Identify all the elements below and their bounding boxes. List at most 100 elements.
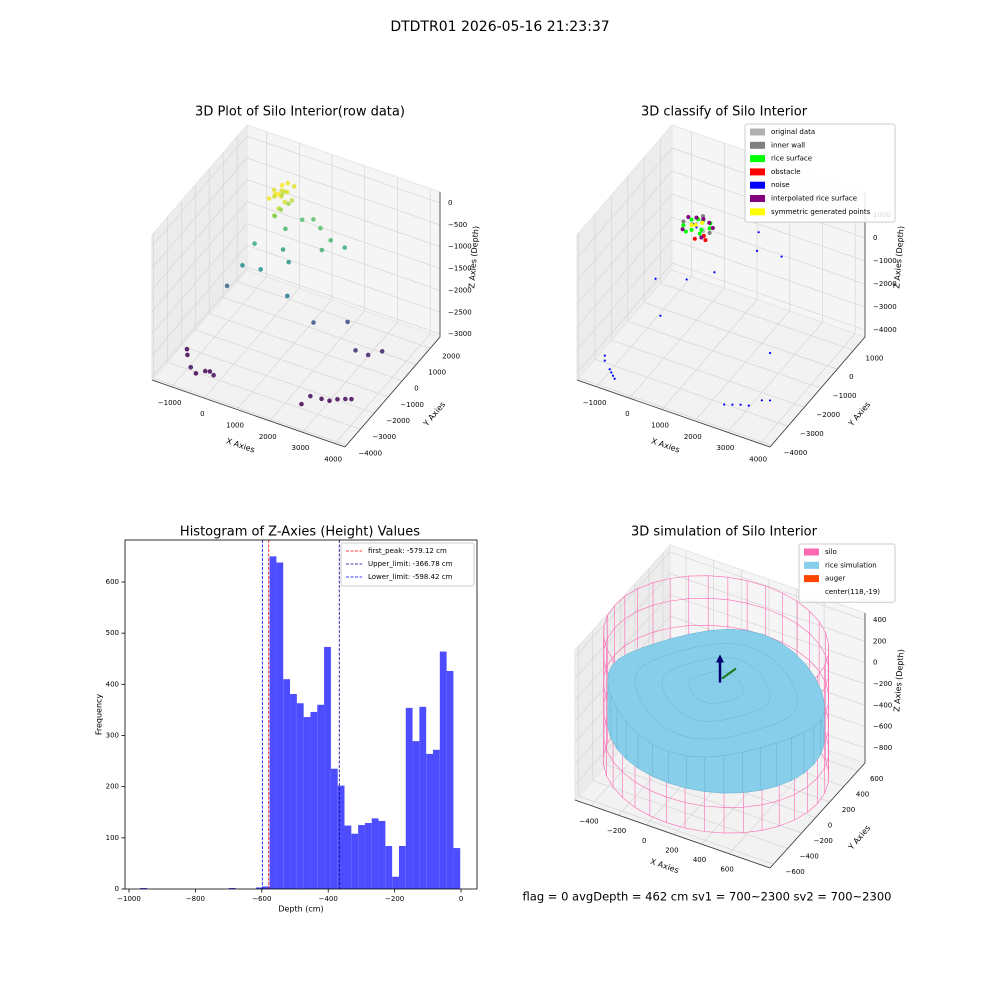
y-tick-label: −3000 xyxy=(800,430,824,438)
legend-box xyxy=(340,542,475,587)
x-tick-label: −800 xyxy=(186,895,205,903)
grid-line xyxy=(171,276,267,388)
grid-line xyxy=(671,193,866,262)
grid-line xyxy=(727,322,823,433)
y-tick-label: 500 xyxy=(106,629,119,637)
point xyxy=(328,238,334,243)
point xyxy=(311,217,316,222)
point xyxy=(703,238,708,243)
bar xyxy=(351,833,359,889)
point xyxy=(342,245,348,250)
bar xyxy=(228,887,236,889)
point xyxy=(755,249,759,252)
point xyxy=(701,217,706,222)
point xyxy=(610,371,613,374)
point xyxy=(692,236,697,241)
x-tick-label: −400 xyxy=(579,818,598,826)
point xyxy=(707,230,712,235)
point xyxy=(689,217,694,222)
x-tick-label: 4000 xyxy=(749,456,767,464)
z-tick-label: 0 xyxy=(448,199,452,207)
x-tick-label: 400 xyxy=(693,856,706,864)
y-tick-label: −2000 xyxy=(816,411,840,419)
point xyxy=(266,196,272,201)
grid-line xyxy=(236,299,333,410)
legend-patch xyxy=(804,561,819,569)
point xyxy=(693,222,698,227)
z-tick-label: −4000 xyxy=(873,326,897,334)
z-tick-label: −400 xyxy=(873,701,892,709)
point xyxy=(699,235,704,240)
legend-box xyxy=(744,123,896,223)
point xyxy=(299,401,304,407)
point xyxy=(713,271,716,274)
point xyxy=(202,368,208,374)
y-tick-label: −400 xyxy=(800,853,819,861)
bar xyxy=(385,846,393,889)
x-axis-label: X Axies xyxy=(649,857,680,875)
x-tick-label: 600 xyxy=(720,866,733,874)
y-axis-label: Y Axies xyxy=(421,400,447,429)
z-tick-label: −2000 xyxy=(873,280,897,288)
bar xyxy=(290,694,297,889)
y-axis-label: Y Axies xyxy=(846,824,872,853)
grid-line xyxy=(204,287,300,399)
grid-line xyxy=(151,157,248,269)
point xyxy=(285,180,291,186)
point xyxy=(291,184,297,189)
point xyxy=(280,247,286,252)
y-tick-label: 0 xyxy=(115,885,119,893)
point xyxy=(272,194,277,199)
z-tick-label: −200 xyxy=(873,680,892,688)
rice-top xyxy=(688,671,744,704)
z-tick-label: 400 xyxy=(873,616,886,624)
z-tick-label: 0 xyxy=(873,659,877,667)
z-tick-label: 0 xyxy=(873,234,877,242)
point xyxy=(689,227,694,232)
axis-line xyxy=(574,799,771,869)
z-tick-label: −2000 xyxy=(448,286,472,294)
point xyxy=(683,229,688,234)
bar xyxy=(398,846,406,889)
point xyxy=(282,189,288,194)
y-tick-label: 100 xyxy=(106,834,119,842)
legend-label: symmetric generated points xyxy=(771,208,871,216)
point xyxy=(285,293,290,299)
chart-title: 3D simulation of Silo Interior xyxy=(631,525,818,540)
point xyxy=(353,348,358,353)
grid-line xyxy=(576,170,673,282)
bar xyxy=(392,876,399,889)
grid-line xyxy=(151,266,248,378)
point xyxy=(299,217,305,223)
point xyxy=(279,183,285,188)
point xyxy=(272,213,278,219)
y-tick-label: 300 xyxy=(106,731,119,739)
y-tick-label: −200 xyxy=(814,837,833,845)
auger-head xyxy=(716,654,724,663)
y-tick-label: 400 xyxy=(856,790,869,798)
grid-line xyxy=(151,179,248,290)
bar xyxy=(344,825,352,889)
rice-side xyxy=(742,747,761,793)
x-tick-label: −1000 xyxy=(158,399,182,407)
grid-line xyxy=(596,276,692,388)
legend-label: obstacle xyxy=(771,168,801,176)
point xyxy=(723,403,726,406)
x-tick-label: 3000 xyxy=(292,444,310,452)
plot-frame xyxy=(124,539,478,890)
bar xyxy=(439,651,447,889)
point xyxy=(211,372,216,378)
bar xyxy=(426,753,433,889)
y-tick-label: −600 xyxy=(786,868,805,876)
y-tick-label: −4000 xyxy=(784,449,808,457)
x-tick-label: −200 xyxy=(607,827,626,835)
y-tick-label: 2000 xyxy=(442,352,460,360)
grid-line xyxy=(246,223,441,291)
grid-line xyxy=(644,301,838,370)
grid-line xyxy=(576,239,673,351)
bar xyxy=(405,707,413,889)
bar xyxy=(269,556,277,889)
grid-line xyxy=(594,358,789,427)
point xyxy=(613,377,616,380)
